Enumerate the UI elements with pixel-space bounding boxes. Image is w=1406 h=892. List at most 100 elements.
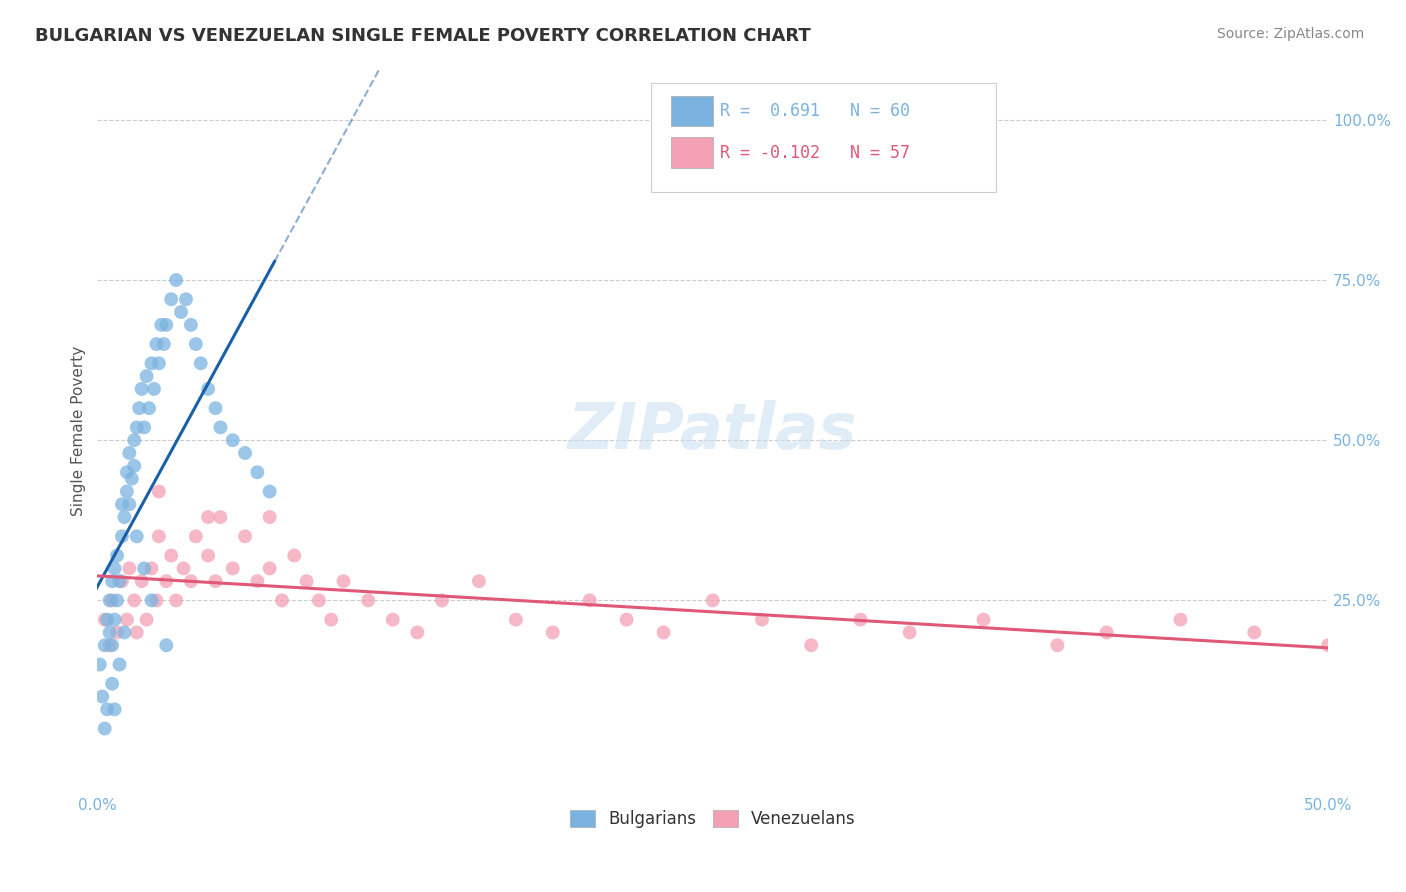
Point bbox=[204, 401, 226, 416]
Point bbox=[125, 420, 148, 434]
Point bbox=[209, 420, 232, 434]
Point bbox=[751, 613, 773, 627]
Point bbox=[1046, 638, 1069, 652]
Point bbox=[105, 625, 128, 640]
Point bbox=[209, 510, 232, 524]
Point bbox=[115, 465, 138, 479]
Point bbox=[155, 574, 177, 589]
Point bbox=[91, 690, 114, 704]
Point bbox=[89, 657, 111, 672]
Point bbox=[246, 574, 269, 589]
Point bbox=[148, 484, 170, 499]
Point bbox=[118, 497, 141, 511]
Point bbox=[131, 574, 153, 589]
Point bbox=[259, 561, 281, 575]
Point bbox=[93, 613, 115, 627]
Point bbox=[430, 593, 453, 607]
Point bbox=[652, 625, 675, 640]
Point bbox=[141, 593, 163, 607]
Point bbox=[135, 613, 157, 627]
Text: BULGARIAN VS VENEZUELAN SINGLE FEMALE POVERTY CORRELATION CHART: BULGARIAN VS VENEZUELAN SINGLE FEMALE PO… bbox=[35, 27, 811, 45]
Point bbox=[155, 318, 177, 332]
Text: R = -0.102   N = 57: R = -0.102 N = 57 bbox=[720, 144, 910, 161]
Point bbox=[131, 382, 153, 396]
Point bbox=[271, 593, 294, 607]
Point bbox=[898, 625, 921, 640]
Point bbox=[381, 613, 404, 627]
Point bbox=[1317, 638, 1340, 652]
Point bbox=[259, 510, 281, 524]
Text: R =  0.691   N = 60: R = 0.691 N = 60 bbox=[720, 103, 910, 120]
Point bbox=[96, 613, 118, 627]
Point bbox=[118, 561, 141, 575]
Point bbox=[406, 625, 429, 640]
Point bbox=[118, 446, 141, 460]
Point bbox=[849, 613, 872, 627]
Point bbox=[111, 497, 134, 511]
Point bbox=[124, 593, 146, 607]
Point bbox=[541, 625, 564, 640]
Point bbox=[115, 613, 138, 627]
Point bbox=[111, 574, 134, 589]
Point bbox=[134, 420, 156, 434]
Point bbox=[135, 369, 157, 384]
Point bbox=[125, 529, 148, 543]
Point bbox=[105, 549, 128, 563]
Point bbox=[125, 625, 148, 640]
Point bbox=[233, 446, 256, 460]
Point bbox=[321, 613, 343, 627]
Point bbox=[184, 337, 207, 351]
Point bbox=[155, 638, 177, 652]
Point bbox=[616, 613, 638, 627]
Point bbox=[357, 593, 380, 607]
Point bbox=[108, 574, 131, 589]
Point bbox=[468, 574, 491, 589]
Point bbox=[96, 702, 118, 716]
Point bbox=[148, 356, 170, 370]
Point bbox=[103, 702, 125, 716]
Legend: Bulgarians, Venezuelans: Bulgarians, Venezuelans bbox=[562, 804, 862, 835]
Point bbox=[578, 593, 600, 607]
Point bbox=[153, 337, 176, 351]
Point bbox=[93, 638, 115, 652]
Point bbox=[112, 510, 135, 524]
Point bbox=[160, 549, 183, 563]
Point bbox=[184, 529, 207, 543]
Point bbox=[124, 458, 146, 473]
FancyBboxPatch shape bbox=[671, 96, 713, 127]
Point bbox=[93, 722, 115, 736]
Point bbox=[973, 613, 995, 627]
Point bbox=[197, 382, 219, 396]
Point bbox=[108, 657, 131, 672]
Point bbox=[98, 625, 121, 640]
Point bbox=[141, 561, 163, 575]
FancyBboxPatch shape bbox=[651, 83, 995, 192]
Point bbox=[101, 638, 124, 652]
Point bbox=[134, 561, 156, 575]
Point bbox=[111, 529, 134, 543]
Y-axis label: Single Female Poverty: Single Female Poverty bbox=[72, 345, 86, 516]
Point bbox=[332, 574, 354, 589]
Point bbox=[145, 337, 167, 351]
Point bbox=[283, 549, 305, 563]
Point bbox=[128, 401, 150, 416]
Point bbox=[259, 484, 281, 499]
Point bbox=[112, 625, 135, 640]
Point bbox=[1170, 613, 1192, 627]
Point bbox=[150, 318, 173, 332]
Point bbox=[197, 510, 219, 524]
Point bbox=[197, 549, 219, 563]
Point bbox=[165, 273, 187, 287]
Point bbox=[103, 561, 125, 575]
Point bbox=[115, 484, 138, 499]
Point bbox=[174, 292, 197, 306]
Text: Source: ZipAtlas.com: Source: ZipAtlas.com bbox=[1216, 27, 1364, 41]
Point bbox=[101, 676, 124, 690]
Point bbox=[121, 472, 143, 486]
Point bbox=[308, 593, 330, 607]
Point bbox=[505, 613, 527, 627]
Point bbox=[246, 465, 269, 479]
Point bbox=[165, 593, 187, 607]
Point bbox=[145, 593, 167, 607]
Point bbox=[105, 593, 128, 607]
